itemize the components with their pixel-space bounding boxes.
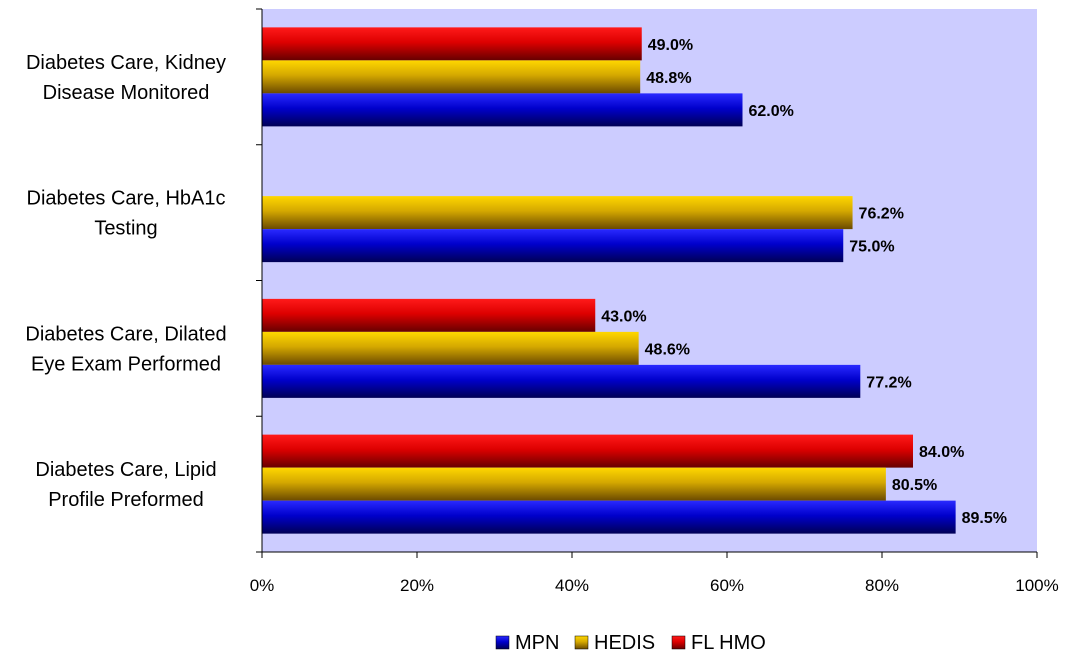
category-label-0: Diabetes Care, Kidney Disease Monitored	[26, 52, 226, 104]
legend-label-mpn: MPN	[515, 632, 559, 654]
bar-hedis-2	[262, 332, 639, 365]
x-tick-label: 80%	[865, 576, 899, 595]
data-label-fl-hmo-2: 43.0%	[601, 308, 646, 325]
data-label-hedis-3: 80.5%	[892, 477, 937, 494]
bar-hedis-3	[262, 468, 886, 501]
legend-label-hedis: HEDIS	[594, 632, 655, 654]
data-label-mpn-2: 77.2%	[866, 374, 911, 391]
data-label-mpn-0: 62.0%	[749, 103, 794, 120]
bar-mpn-2	[262, 365, 860, 398]
bar-mpn-0	[262, 93, 743, 126]
bar-fl-hmo-2	[262, 299, 595, 332]
data-label-mpn-1: 75.0%	[849, 239, 894, 256]
bar-fl-hmo-0	[262, 27, 642, 60]
bar-fl-hmo-3	[262, 435, 913, 468]
bar-mpn-3	[262, 501, 956, 534]
data-label-mpn-3: 89.5%	[962, 510, 1007, 527]
category-label-2: Diabetes Care, Dilated Eye Exam Performed	[25, 323, 226, 375]
bar-hedis-1	[262, 196, 853, 229]
bar-hedis-0	[262, 60, 640, 93]
data-label-hedis-0: 48.8%	[646, 70, 691, 87]
legend-swatch-mpn	[496, 636, 509, 649]
data-label-hedis-1: 76.2%	[859, 206, 904, 223]
data-label-hedis-2: 48.6%	[645, 341, 690, 358]
x-tick-label: 100%	[1015, 576, 1058, 595]
legend-label-fl-hmo: FL HMO	[691, 632, 766, 654]
x-tick-label: 0%	[250, 576, 275, 595]
category-label-3: Diabetes Care, Lipid Profile Preformed	[35, 459, 216, 511]
x-tick-label: 40%	[555, 576, 589, 595]
legend-swatch-fl-hmo	[672, 636, 685, 649]
bar-mpn-1	[262, 229, 843, 262]
data-label-fl-hmo-0: 49.0%	[648, 37, 693, 54]
legend-swatch-hedis	[575, 636, 588, 649]
x-tick-label: 60%	[710, 576, 744, 595]
x-tick-label: 20%	[400, 576, 434, 595]
category-label-1: Diabetes Care, HbA1c Testing	[27, 188, 226, 240]
data-label-fl-hmo-3: 84.0%	[919, 444, 964, 461]
